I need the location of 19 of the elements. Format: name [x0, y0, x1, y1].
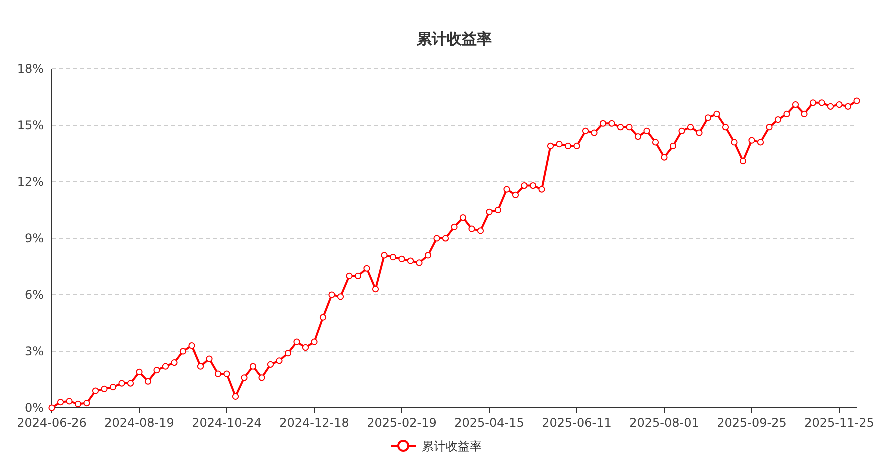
- x-tick-label: 2024-08-19: [104, 416, 174, 430]
- x-tick-label: 2025-02-19: [367, 416, 437, 430]
- x-tick-label: 2024-12-18: [280, 416, 350, 430]
- y-tick-label: 6%: [24, 288, 44, 302]
- y-tick-label: 18%: [17, 62, 44, 76]
- y-tick-label: 9%: [24, 232, 44, 246]
- x-tick-label: 2024-06-26: [17, 416, 87, 430]
- chart-title: 累计收益率: [416, 30, 492, 48]
- y-tick-label: 12%: [17, 175, 44, 189]
- x-tick-label: 2025-09-25: [717, 416, 787, 430]
- legend-label: 累计收益率: [422, 440, 482, 454]
- y-tick-label: 3%: [24, 344, 44, 358]
- x-tick-label: 2024-10-24: [192, 416, 262, 430]
- y-tick-label: 15%: [17, 118, 44, 132]
- y-tick-label: 0%: [24, 401, 44, 415]
- x-tick-label: 2025-04-15: [454, 416, 524, 430]
- x-tick-label: 2025-11-25: [804, 416, 874, 430]
- x-tick-label: 2025-08-01: [630, 416, 700, 430]
- x-tick-label: 2025-06-11: [542, 416, 612, 430]
